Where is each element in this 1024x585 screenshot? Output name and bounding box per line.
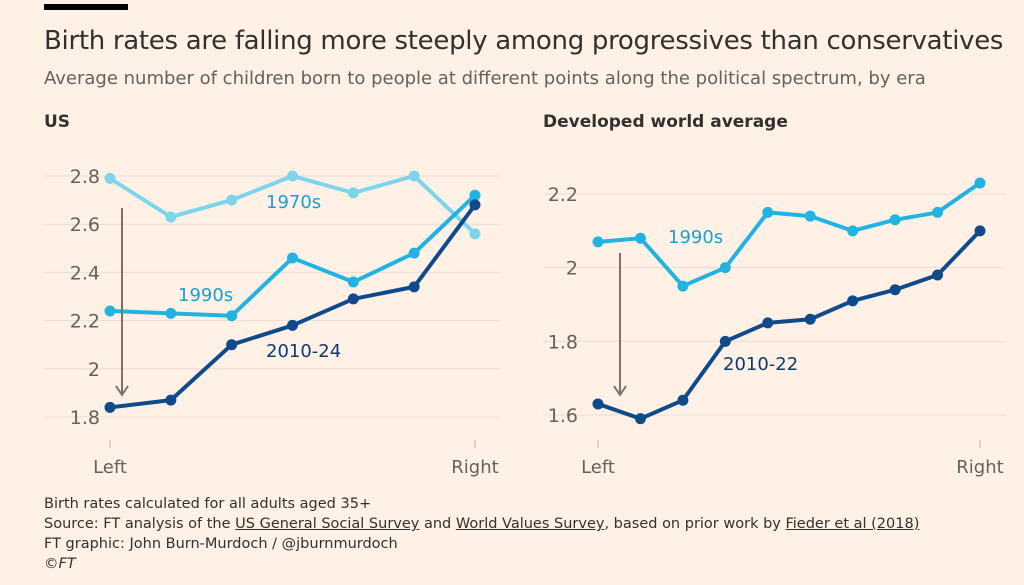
data-point — [287, 252, 298, 264]
data-point — [104, 172, 116, 184]
data-point — [592, 398, 604, 410]
y-tick-label: 1.8 — [548, 331, 578, 353]
chart-title: Birth rates are falling more steeply amo… — [44, 26, 1004, 56]
source-text: and — [419, 516, 456, 532]
data-point — [226, 310, 238, 322]
series-label: 2010-22 — [723, 354, 798, 375]
data-point — [889, 284, 901, 296]
x-tick-label: Right — [451, 457, 498, 478]
series-line — [109, 203, 477, 410]
data-point — [408, 247, 420, 259]
data-point — [469, 228, 481, 240]
y-tick-label: 2.6 — [70, 214, 100, 236]
data-point — [762, 206, 774, 218]
data-point — [804, 210, 816, 222]
y-tick-label: 2 — [88, 359, 100, 381]
data-point — [104, 401, 116, 413]
series-label: 1990s — [178, 285, 233, 306]
panel-title-us: US — [44, 112, 71, 132]
data-point — [408, 170, 420, 182]
arrow-head-icon — [115, 385, 129, 397]
footer-copyright: ©FT — [44, 556, 76, 572]
data-point — [226, 194, 238, 206]
data-point — [287, 319, 298, 331]
data-point — [932, 269, 944, 281]
arrow-head-icon — [613, 385, 627, 397]
x-tick-label: Left — [93, 457, 127, 478]
data-point — [469, 199, 481, 211]
data-point — [974, 225, 986, 237]
data-point — [974, 177, 986, 189]
series-line — [597, 229, 982, 421]
data-point — [677, 394, 689, 406]
ft-top-bar — [44, 4, 128, 10]
series-1990s — [104, 189, 481, 322]
series-1990s — [592, 177, 986, 292]
data-point — [165, 394, 177, 406]
y-tick-label: 2.8 — [70, 166, 100, 188]
y-tick-label: 1.8 — [70, 407, 100, 429]
data-point — [347, 293, 359, 305]
data-point — [469, 189, 481, 201]
footer-source: Source: FT analysis of the US General So… — [44, 514, 919, 534]
data-point — [634, 413, 646, 425]
data-point — [719, 262, 731, 274]
y-tick-label: 1.6 — [548, 405, 578, 427]
data-point — [804, 313, 816, 325]
x-tick-label: Left — [581, 457, 615, 478]
data-point — [165, 307, 177, 319]
data-point — [719, 335, 731, 347]
data-point — [762, 317, 774, 329]
data-point — [226, 339, 238, 351]
y-tick-label: 2 — [566, 258, 578, 280]
data-point — [347, 276, 359, 288]
y-tick-label: 2.2 — [548, 184, 578, 206]
source-text: Source: FT analysis of the — [44, 516, 236, 532]
footer-note: Birth rates calculated for all adults ag… — [44, 496, 372, 512]
series-2010-24 — [104, 199, 481, 413]
data-point — [287, 170, 298, 182]
data-point — [847, 225, 859, 237]
data-point — [104, 305, 116, 317]
panel-title-developed: Developed world average — [543, 112, 788, 132]
chart-subtitle: Average number of children born to peopl… — [44, 68, 926, 89]
footer: Birth rates calculated for all adults ag… — [44, 494, 919, 574]
link-wvs[interactable]: World Values Survey — [455, 516, 605, 532]
data-point — [592, 236, 604, 248]
series-1970s — [104, 170, 481, 240]
series-2010-22 — [592, 225, 986, 425]
y-tick-label: 2.2 — [70, 311, 100, 333]
footer-graphic-credit: FT graphic: John Burn-Murdoch / @jburnmu… — [44, 536, 398, 552]
source-text: , based on prior work by — [604, 516, 786, 532]
data-point — [347, 187, 359, 199]
data-point — [634, 232, 646, 244]
series-label: 1990s — [668, 227, 723, 248]
data-point — [847, 295, 859, 307]
y-tick-label: 2.4 — [70, 262, 100, 284]
link-gss[interactable]: US General Social Survey — [235, 516, 420, 532]
data-point — [889, 214, 901, 226]
link-fieder[interactable]: Fieder et al (2018) — [785, 516, 920, 532]
data-point — [677, 280, 689, 292]
series-label: 2010-24 — [266, 341, 341, 362]
series-line — [597, 181, 982, 289]
data-point — [932, 206, 944, 218]
series-label: 1970s — [266, 192, 321, 213]
x-tick-label: Right — [956, 457, 1003, 478]
data-point — [165, 211, 177, 223]
data-point — [408, 281, 420, 293]
